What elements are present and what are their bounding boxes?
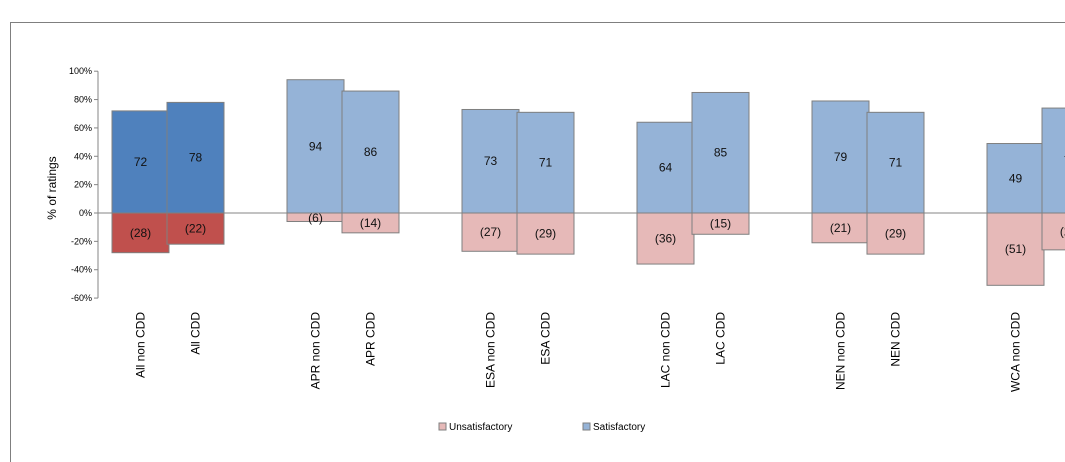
data-label-unsatisfactory: (22) bbox=[185, 222, 206, 236]
category-label: LAC non CDD bbox=[659, 312, 673, 388]
y-tick-label: -60% bbox=[71, 293, 92, 303]
category-label: All CDD bbox=[189, 312, 203, 355]
y-tick-label: -40% bbox=[71, 265, 92, 275]
category-label: All non CDD bbox=[134, 312, 148, 378]
data-label-unsatisfactory: (27) bbox=[480, 225, 501, 239]
data-label-unsatisfactory: (29) bbox=[885, 227, 906, 241]
data-label-unsatisfactory: (36) bbox=[655, 232, 676, 246]
category-label: ESA non CDD bbox=[484, 312, 498, 388]
y-axis-label: % of ratings bbox=[45, 156, 59, 219]
legend: Unsatisfactory Satisfactory bbox=[439, 422, 645, 433]
legend-swatch bbox=[439, 423, 446, 430]
data-label-satisfactory: 94 bbox=[309, 139, 323, 153]
data-label-satisfactory: 86 bbox=[364, 145, 378, 159]
data-label-satisfactory: 79 bbox=[834, 150, 848, 164]
category-label: WCA non CDD bbox=[1009, 312, 1023, 392]
data-label-satisfactory: 71 bbox=[539, 156, 553, 170]
data-label-satisfactory: 72 bbox=[134, 155, 148, 169]
data-label-unsatisfactory: (21) bbox=[830, 221, 851, 235]
y-tick-label: -20% bbox=[71, 236, 92, 246]
data-label-satisfactory: 78 bbox=[189, 151, 203, 165]
category-label: NEN CDD bbox=[889, 312, 903, 367]
data-label-satisfactory: 73 bbox=[484, 154, 498, 168]
legend-swatch bbox=[583, 423, 590, 430]
data-label-satisfactory: 85 bbox=[714, 146, 728, 160]
y-tick-label: 20% bbox=[74, 180, 92, 190]
data-label-unsatisfactory: (14) bbox=[360, 216, 381, 230]
data-label-satisfactory: 71 bbox=[889, 156, 903, 170]
data-label-satisfactory: 64 bbox=[659, 161, 673, 175]
legend-label: Satisfactory bbox=[593, 422, 645, 433]
bars: 72 (28) 78 (22) 94 (6) 86 (14) 73 (27) 71 (29) 64 (36… bbox=[112, 80, 1065, 286]
category-labels: All non CDD All CDD APR non CDD APR CDD ESA … bbox=[134, 312, 1065, 392]
bar-satisfactory bbox=[1042, 108, 1065, 213]
y-tick-label: 40% bbox=[74, 151, 92, 161]
legend-label: Unsatisfactory bbox=[449, 422, 512, 433]
data-label-unsatisfactory: (51) bbox=[1005, 242, 1026, 256]
data-label-satisfactory: 49 bbox=[1009, 171, 1023, 185]
y-tick-label: 80% bbox=[74, 95, 92, 105]
data-label-unsatisfactory: (15) bbox=[710, 217, 731, 231]
category-label: NEN non CDD bbox=[834, 312, 848, 390]
category-label: APR non CDD bbox=[309, 312, 323, 390]
category-label: APR CDD bbox=[364, 312, 378, 366]
y-tick-label: 0% bbox=[79, 208, 92, 218]
data-label-unsatisfactory: (26) bbox=[1060, 224, 1065, 238]
category-label: LAC CDD bbox=[714, 312, 728, 365]
data-label-unsatisfactory: (28) bbox=[130, 226, 151, 240]
data-label-unsatisfactory: (29) bbox=[535, 227, 556, 241]
y-tick-label: 60% bbox=[74, 123, 92, 133]
category-label: ESA CDD bbox=[539, 312, 553, 365]
data-label-unsatisfactory: (6) bbox=[308, 211, 323, 225]
y-tick-label: 100% bbox=[69, 66, 92, 76]
